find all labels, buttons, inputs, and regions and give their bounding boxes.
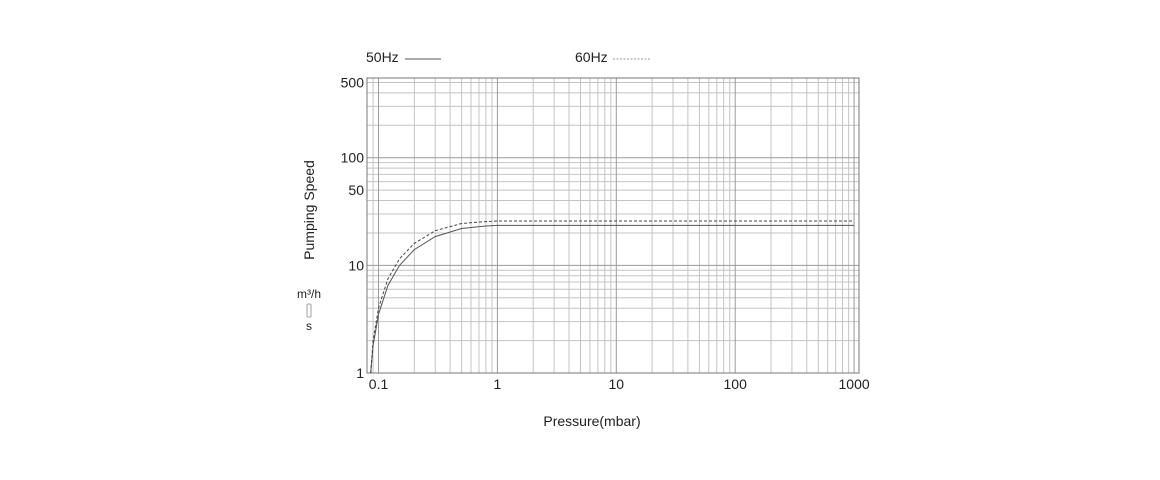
plot-frame: [366, 77, 860, 374]
x-axis-label: Pressure(mbar): [543, 413, 640, 429]
series-lines: [370, 220, 855, 374]
y-unit-s: s: [306, 319, 312, 333]
y-axis-units: m³/h s: [297, 287, 321, 333]
x-tick-labels: 0.1 1 10 100 1000: [369, 376, 870, 392]
y-tick-label: 1: [356, 365, 364, 381]
y-tick-label: 500: [341, 74, 365, 90]
y-tick-label: 50: [348, 182, 364, 198]
legend: 50Hz 60Hz: [366, 49, 650, 65]
legend-label-50hz: 50Hz: [366, 49, 399, 65]
y-tick-labels: 1 10 50 100 500: [341, 74, 365, 381]
y-tick-label: 100: [341, 150, 365, 166]
legend-label-60hz: 60Hz: [575, 49, 608, 65]
y-axis-label: Pumping Speed: [301, 160, 317, 260]
y-unit-m3h: m³/h: [297, 287, 321, 301]
x-tick-label: 1000: [839, 376, 870, 392]
series-line-60hz: [370, 220, 855, 374]
y-tick-label: 10: [348, 257, 364, 273]
x-tick-label: 0.1: [369, 376, 389, 392]
x-tick-label: 10: [609, 376, 625, 392]
series-line-50hz: [370, 224, 855, 374]
unit-divider-icon: [306, 303, 312, 318]
x-tick-label: 1: [494, 376, 502, 392]
x-tick-label: 100: [724, 376, 748, 392]
